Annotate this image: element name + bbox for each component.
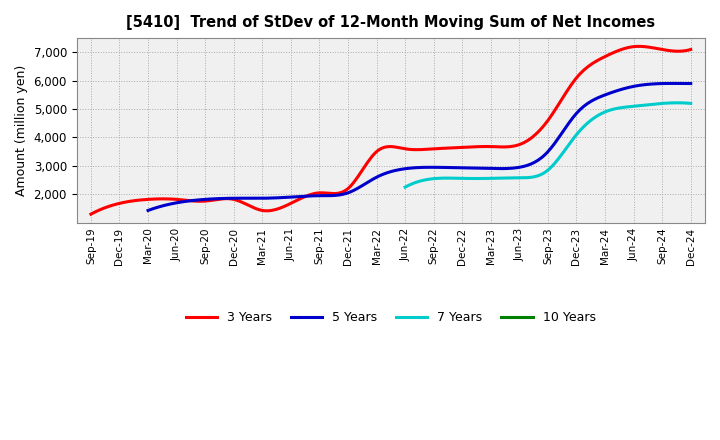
5 Years bbox=[636, 83, 644, 88]
3 Years bbox=[454, 145, 462, 150]
3 Years bbox=[441, 146, 450, 151]
Y-axis label: Amount (million yen): Amount (million yen) bbox=[15, 65, 28, 196]
5 Years bbox=[476, 165, 485, 171]
Title: [5410]  Trend of StDev of 12-Month Moving Sum of Net Incomes: [5410] Trend of StDev of 12-Month Moving… bbox=[126, 15, 655, 30]
7 Years bbox=[402, 184, 410, 189]
5 Years bbox=[668, 81, 677, 86]
3 Years bbox=[592, 59, 600, 64]
7 Years bbox=[571, 134, 580, 139]
5 Years bbox=[601, 92, 610, 97]
5 Years bbox=[465, 165, 474, 171]
Line: 5 Years: 5 Years bbox=[148, 84, 690, 210]
5 Years bbox=[467, 165, 475, 171]
3 Years bbox=[634, 44, 643, 49]
3 Years bbox=[89, 210, 97, 216]
3 Years bbox=[686, 47, 695, 52]
7 Years bbox=[673, 100, 682, 106]
7 Years bbox=[686, 101, 695, 106]
3 Years bbox=[630, 44, 639, 49]
Legend: 3 Years, 5 Years, 7 Years, 10 Years: 3 Years, 5 Years, 7 Years, 10 Years bbox=[181, 306, 600, 330]
5 Years bbox=[144, 208, 153, 213]
7 Years bbox=[575, 128, 584, 133]
7 Years bbox=[642, 103, 650, 108]
3 Years bbox=[444, 146, 452, 151]
Line: 3 Years: 3 Years bbox=[91, 46, 690, 214]
Line: 7 Years: 7 Years bbox=[405, 103, 690, 187]
3 Years bbox=[86, 212, 95, 217]
5 Years bbox=[686, 81, 695, 86]
7 Years bbox=[660, 101, 668, 106]
7 Years bbox=[401, 184, 410, 190]
7 Years bbox=[570, 135, 578, 140]
5 Years bbox=[145, 207, 154, 213]
